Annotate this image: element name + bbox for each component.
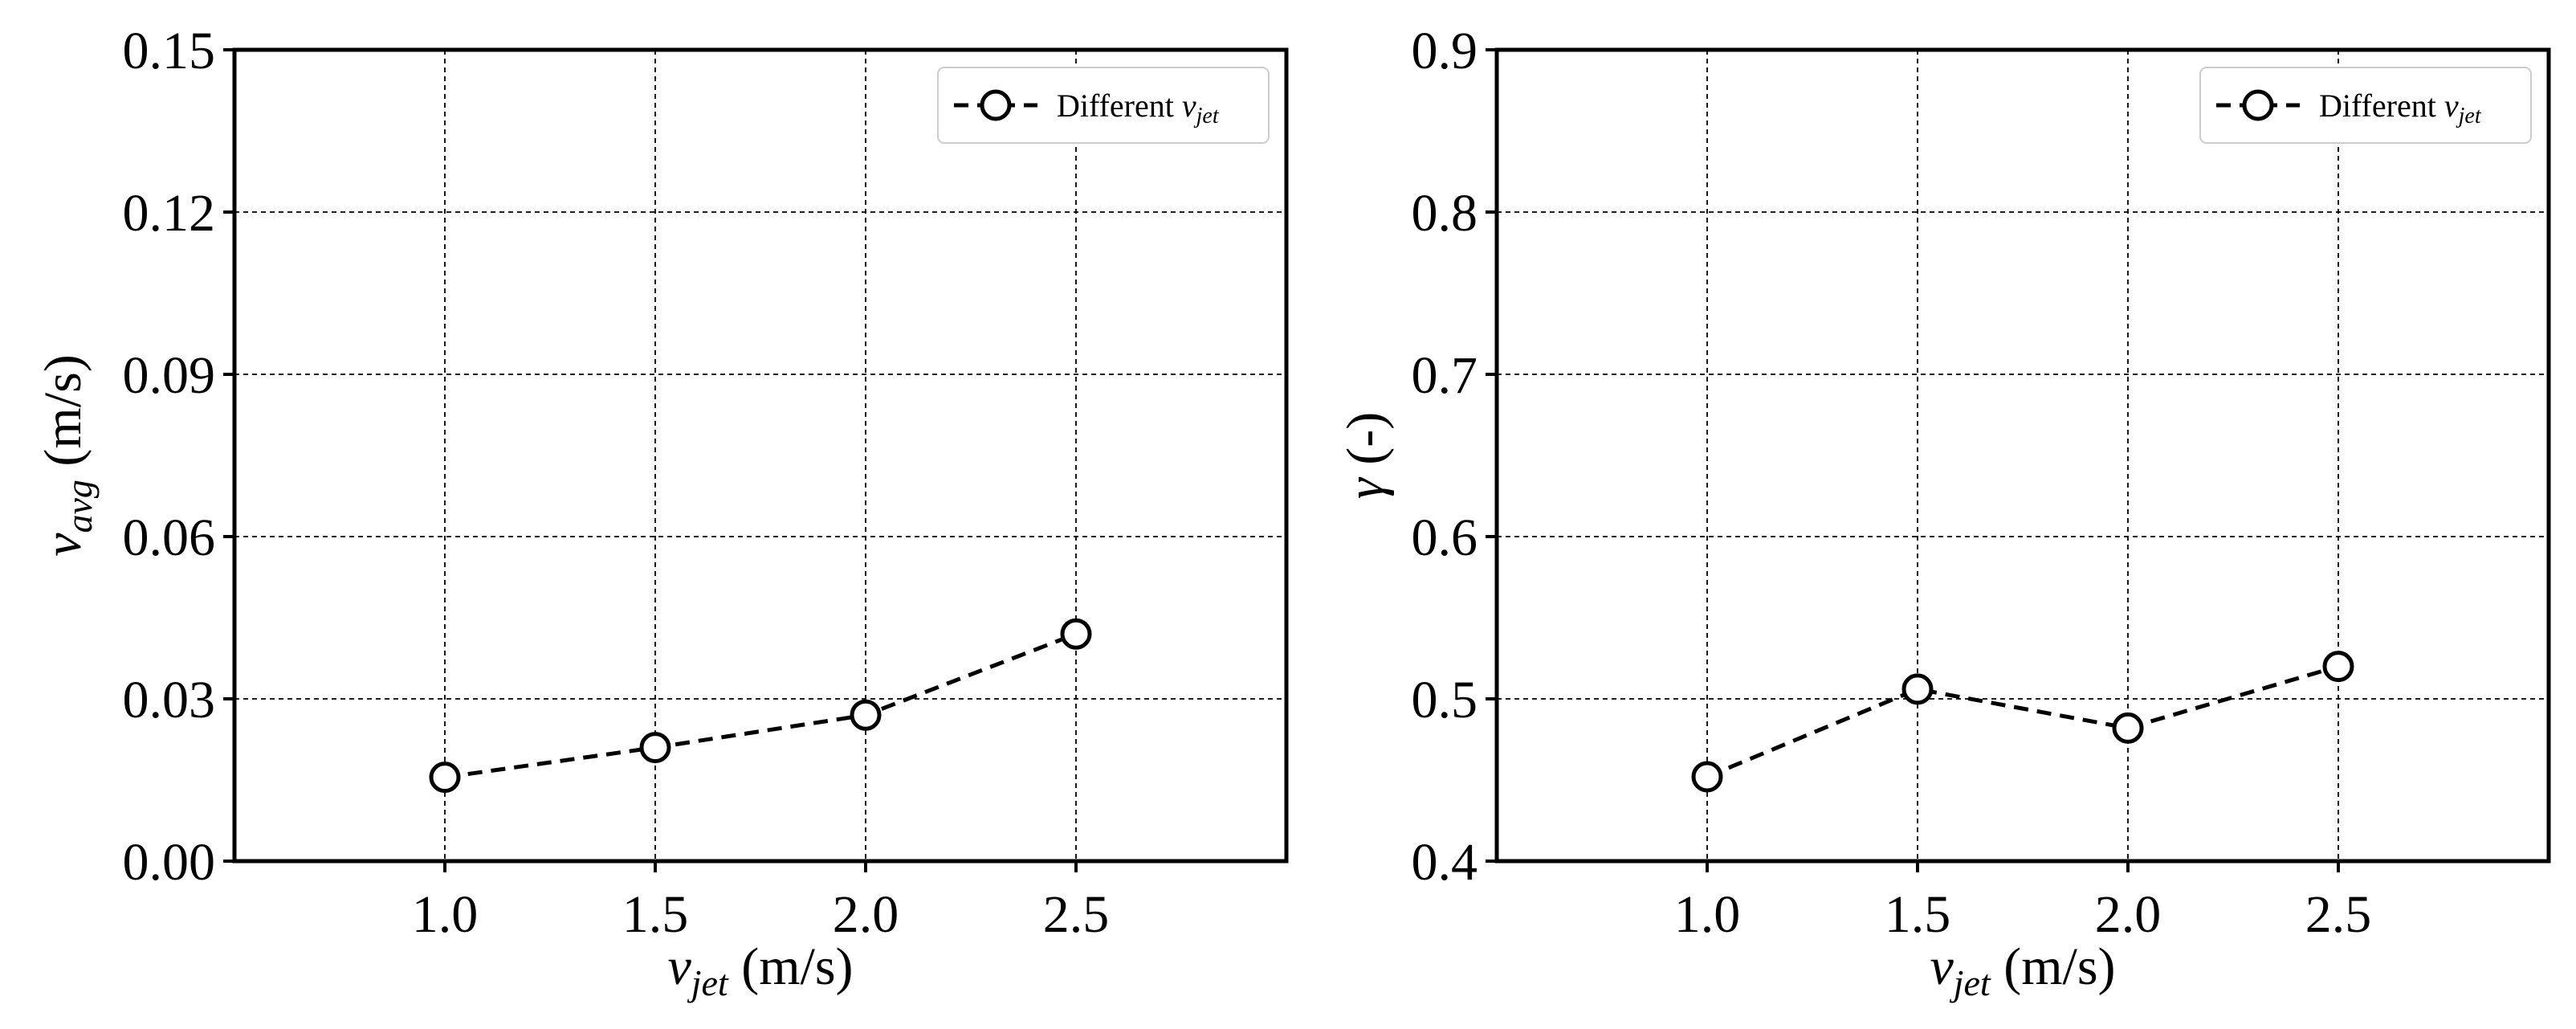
plot-frame — [232, 47, 1289, 864]
data-point — [1060, 618, 1092, 650]
x-tick-label: 2.0 — [2095, 885, 2162, 944]
y-tick-label: 0.9 — [1412, 22, 1478, 80]
y-axis-label-unit: (-) — [1336, 412, 1395, 478]
data-point — [429, 762, 461, 794]
x-tick-label: 1.5 — [622, 885, 689, 944]
chart-panel-2: 1.0 1.5 2.0 2.5 0.4 0.5 0.6 0.7 0.8 0.9 Different … — [1336, 22, 2551, 1003]
x-tick-label: 2.5 — [1043, 885, 1110, 944]
legend-marker-sample — [980, 89, 1012, 121]
y-tick-label: 0.5 — [1412, 671, 1478, 729]
y-axis-label-symbol: v — [34, 533, 92, 557]
y-tick-label: 0.6 — [1412, 508, 1478, 567]
data-point — [639, 732, 671, 764]
data-point — [2112, 712, 2144, 744]
y-tick-label: 0.09 — [123, 346, 216, 405]
x-tick-label: 2.5 — [2305, 885, 2372, 944]
y-tick-label: 0.00 — [123, 833, 216, 892]
legend-label-text: Different — [2319, 88, 2444, 124]
y-axis-label-unit: (m/s) — [34, 354, 92, 480]
data-point — [2322, 651, 2354, 683]
x-tick-label: 1.5 — [1885, 885, 1951, 944]
y-axis-label-subscript: avg — [59, 480, 100, 533]
x-axis-label-unit: (m/s) — [1991, 937, 2116, 996]
y-tick-label: 0.15 — [123, 22, 216, 80]
x-axis-label: vjet (m/s) — [667, 937, 853, 1003]
x-axis-label-symbol: v — [1930, 937, 1954, 996]
legend-label-symbol: v — [2444, 88, 2459, 124]
y-tick-label: 0.03 — [123, 671, 216, 729]
x-axis-label-subscript: jet — [1950, 962, 1991, 1003]
series-line — [444, 631, 1077, 780]
x-axis-label-subscript: jet — [687, 962, 729, 1003]
legend: Different vjet — [2199, 67, 2532, 144]
y-axis-label-symbol: γ — [1336, 476, 1395, 499]
y-tick-label: 0.4 — [1412, 833, 1478, 892]
x-axis-label-unit: (m/s) — [728, 937, 854, 996]
y-tick-label: 0.06 — [123, 508, 216, 567]
y-tick-label: 0.7 — [1412, 346, 1478, 405]
data-point — [1691, 761, 1723, 793]
series-line — [1706, 664, 2339, 779]
x-axis-label: vjet (m/s) — [1930, 937, 2115, 1003]
legend-label: Different vjet — [1057, 88, 1220, 129]
legend-marker-sample — [2242, 89, 2274, 121]
x-tick-label: 1.0 — [1674, 885, 1741, 944]
y-tick-label: 0.12 — [123, 184, 216, 243]
legend: Different vjet — [937, 67, 1270, 144]
legend-frame — [2199, 67, 2532, 144]
y-tick-label: 0.8 — [1412, 184, 1478, 243]
legend-label-subscript: jet — [2456, 104, 2482, 129]
legend-label-text: Different — [1057, 88, 1182, 124]
x-tick-label: 2.0 — [833, 885, 899, 944]
legend-label-subscript: jet — [1194, 104, 1220, 129]
legend-label: Different vjet — [2319, 88, 2482, 129]
x-axis-label-symbol: v — [667, 937, 691, 996]
y-axis-label: vavg (m/s) — [34, 354, 100, 557]
chart-panel-1: 1.0 1.5 2.0 2.5 0.00 0.03 0.06 0.09 0.12 0.15 Diff… — [34, 22, 1289, 1003]
legend-label-symbol: v — [1182, 88, 1196, 124]
data-point — [850, 699, 882, 731]
plot-frame — [1494, 47, 2551, 864]
y-axis-label: γ (-) — [1336, 412, 1395, 499]
data-point — [1901, 673, 1934, 705]
x-tick-label: 1.0 — [412, 885, 479, 944]
legend-frame — [937, 67, 1270, 144]
